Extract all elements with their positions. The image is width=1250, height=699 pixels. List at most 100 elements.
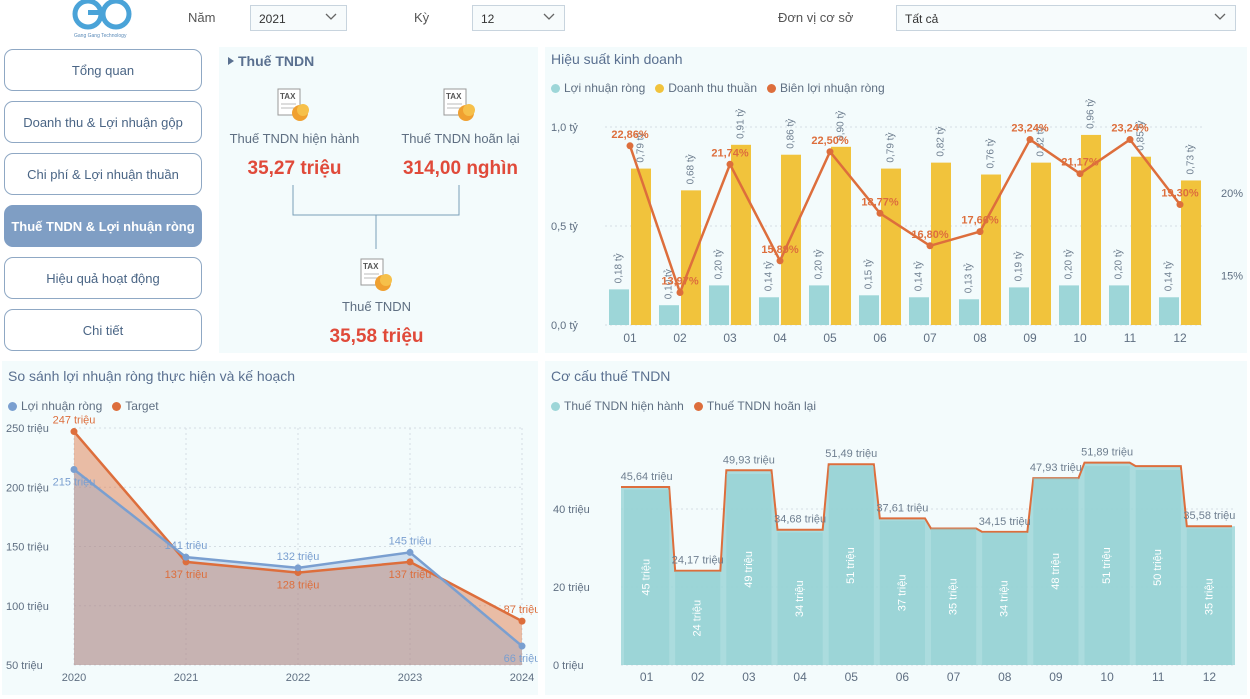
current-tax-data-label: 49 triệu	[743, 551, 755, 588]
x-tick-label: 08	[998, 670, 1012, 684]
target-data-label: 87 triệu	[504, 604, 538, 616]
net-profit-data-label: 0,18 tỷ	[613, 253, 625, 283]
tax-document-icon: TAX	[443, 88, 475, 121]
chart-legend: Lợi nhuận ròng Doanh thu thuần Biên lợi …	[551, 81, 885, 95]
nav-detail[interactable]: Chi tiết	[4, 309, 202, 351]
x-tick-label: 09	[1049, 670, 1063, 684]
nav-tax-net-income[interactable]: Thuế TNDN & Lợi nhuận ròng	[4, 205, 202, 247]
current-tax-label: Thuế TNDN hiện hành	[229, 131, 360, 146]
revenue-bar	[681, 190, 701, 325]
net-profit-point	[518, 642, 526, 650]
legend-label: Target	[125, 399, 159, 413]
net-margin-data-label: 22,86%	[611, 129, 649, 141]
current-tax-bar	[982, 532, 1028, 665]
nav-revenue-gross-profit[interactable]: Doanh thu & Lợi nhuận gộp	[4, 101, 202, 143]
logo-caption: Gang Gang Technology	[74, 33, 127, 39]
net-profit-bar	[1109, 285, 1129, 325]
net-profit-data-label: 0,15 tỷ	[863, 259, 875, 289]
net-profit-bar	[759, 297, 779, 325]
x-tick-label: 02	[691, 670, 705, 684]
x-tick-label: 06	[896, 670, 910, 684]
net-profit-data-label: 0,20 tỷ	[813, 249, 825, 279]
net-profit-data-label: 66 triệu	[504, 653, 538, 665]
nav-overview[interactable]: Tổng quan	[4, 49, 202, 91]
current-tax-data-label: 34 triệu	[794, 580, 806, 617]
net-profit-bar	[959, 299, 979, 325]
revenue-data-label: 0,79 tỷ	[635, 133, 647, 163]
y-tick-label: 200 triệu	[6, 482, 49, 494]
chevron-down-icon	[325, 13, 337, 20]
y-tick-label: 50 triệu	[6, 660, 43, 672]
x-tick-label: 01	[640, 670, 654, 684]
nav-efficiency[interactable]: Hiệu quả hoạt động	[4, 257, 202, 299]
net-margin-data-label: 23,24%	[1011, 123, 1049, 135]
unit-value: Tất cả	[905, 12, 939, 26]
x-tick-label: 05	[845, 670, 859, 684]
nav-label: Doanh thu & Lợi nhuận gộp	[23, 114, 183, 130]
x-tick-label: 10	[1073, 331, 1087, 345]
legend-label: Doanh thu thuần	[668, 81, 758, 95]
nav-expense-net-profit[interactable]: Chi phí & Lợi nhuận thuần	[4, 153, 202, 195]
net-profit-data-label: 0,20 tỷ	[1063, 249, 1075, 279]
revenue-data-label: 0,90 tỷ	[835, 111, 847, 141]
net-margin-data-label: 23,24%	[1111, 123, 1149, 135]
x-tick-label: 2023	[398, 672, 422, 684]
total-tax-data-label: 51,89 triệu	[1081, 447, 1133, 459]
current-tax-data-label: 35 triệu	[947, 578, 959, 615]
y-tick-label: 40 triệu	[553, 504, 590, 516]
net-profit-bar	[859, 295, 879, 325]
deferred-tax-value: 314,00 nghìn	[402, 158, 519, 179]
revenue-bar	[831, 146, 851, 325]
net-profit-data-label: 0,10 tỷ	[663, 269, 675, 299]
x-tick-label: 01	[623, 331, 637, 345]
net-profit-point	[182, 553, 190, 561]
tax-document-icon: TAX	[360, 258, 392, 291]
year-select[interactable]: 2021	[250, 5, 347, 31]
business-performance-chart: 0,0 tỷ 0,5 tỷ 1,0 tỷ 15% 20% 0,18 tỷ 0,79 tỷ 01…	[551, 99, 1243, 345]
x-tick-label: 12	[1173, 331, 1187, 345]
legend-dot	[655, 83, 665, 93]
x-tick-label: 06	[873, 331, 887, 345]
revenue-data-label: 0,68 tỷ	[685, 154, 697, 184]
target-data-label: 128 triệu	[277, 580, 320, 592]
chevron-down-icon	[1214, 13, 1226, 20]
x-tick-label: 2021	[174, 672, 198, 684]
net-profit-data-label: 0,14 tỷ	[763, 261, 775, 291]
target-area	[74, 431, 522, 665]
x-tick-label: 2020	[62, 672, 86, 684]
current-tax-bar	[675, 571, 721, 665]
tax-structure-panel: Cơ cấu thuế TNDN Thuế TNDN hiện hành Thu…	[545, 361, 1247, 695]
current-tax-data-label: 50 triệu	[1152, 549, 1164, 586]
net-margin-point	[726, 160, 734, 168]
current-tax-data-label: 48 triệu	[1050, 553, 1062, 590]
revenue-data-label: 0,76 tỷ	[985, 138, 997, 168]
y-tick-label: 100 triệu	[6, 601, 49, 613]
current-tax-bar	[931, 528, 977, 665]
year-value: 2021	[259, 12, 286, 26]
legend-label: Thuế TNDN hiện hành	[564, 399, 684, 413]
x-tick-label: 08	[973, 331, 987, 345]
current-tax-data-label: 51 triệu	[1101, 547, 1113, 584]
current-tax-data-label: 37 triệu	[896, 574, 908, 611]
net-profit-bar	[809, 285, 829, 325]
net-margin-point	[976, 228, 984, 236]
period-select[interactable]: 12	[472, 5, 565, 31]
x-tick-label: 12	[1203, 670, 1217, 684]
net-margin-data-label: 19,30%	[1161, 188, 1199, 200]
target-data-label: 137 triệu	[389, 569, 432, 581]
legend-dot	[693, 401, 703, 411]
revenue-data-label: 0,85 tỷ	[1135, 121, 1147, 151]
unit-select[interactable]: Tất cả	[896, 5, 1236, 31]
revenue-data-label: 0,79 tỷ	[885, 133, 897, 163]
total-tax-data-label: 34,15 triệu	[979, 516, 1031, 528]
net-profit-vs-target-panel: So sánh lợi nhuận ròng thực hiện và kế h…	[2, 361, 538, 695]
net-margin-data-label: 21,17%	[1061, 157, 1099, 169]
tax-structure-chart: 0 triệu 20 triệu 40 triệu 01 45,64 triệu 45 t…	[553, 447, 1235, 684]
current-tax-bar	[1135, 470, 1181, 665]
revenue-bar	[881, 168, 901, 325]
net-profit-bar	[1159, 297, 1179, 325]
chart-title: Cơ cấu thuế TNDN	[551, 368, 671, 384]
net-profit-data-label: 0,13 tỷ	[963, 263, 975, 293]
x-tick-label: 10	[1100, 670, 1114, 684]
tax-document-icon: TAX	[277, 88, 309, 121]
